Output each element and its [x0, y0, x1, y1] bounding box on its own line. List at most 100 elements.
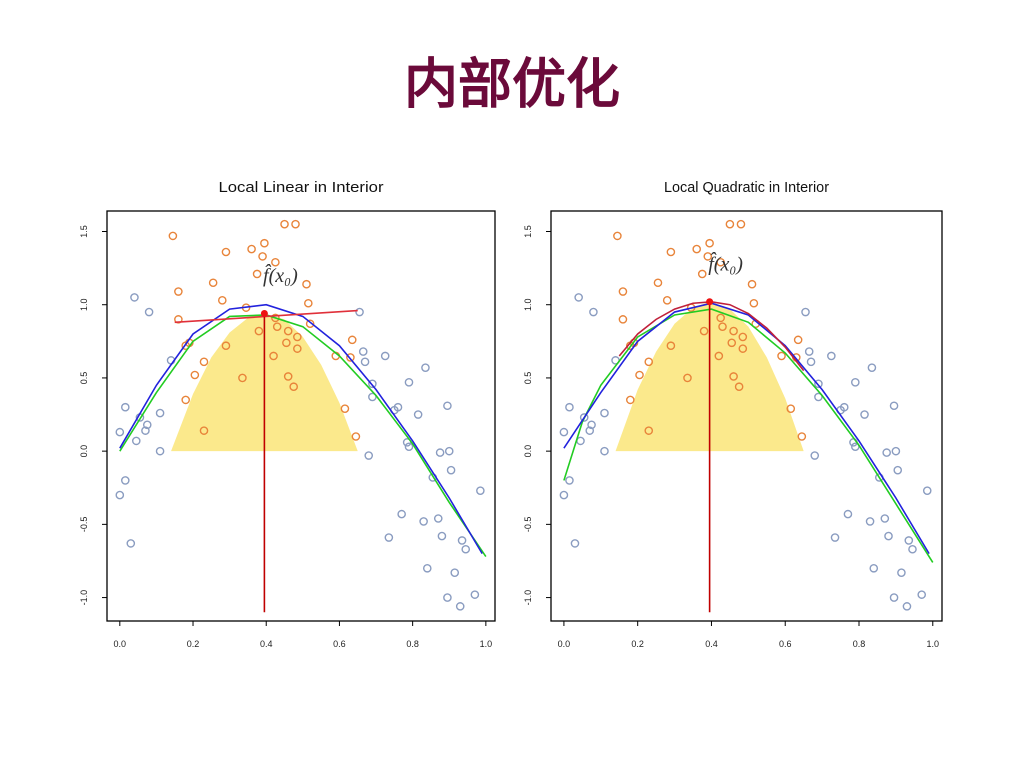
- data-point: [884, 531, 893, 541]
- data-point: [734, 382, 744, 392]
- data-point: [880, 514, 890, 523]
- data-point: [258, 252, 267, 261]
- data-point: [199, 426, 209, 435]
- data-point: [347, 335, 357, 345]
- y-tick-label: 0.0: [79, 445, 89, 458]
- data-point: [302, 279, 311, 289]
- x-tick-label: 0.6: [779, 639, 792, 649]
- data-point: [115, 490, 125, 500]
- x-tick-label: 0.0: [558, 639, 571, 649]
- data-point: [141, 426, 150, 435]
- data-point: [446, 465, 456, 475]
- data-point: [922, 486, 932, 495]
- data-point: [692, 244, 702, 254]
- data-point: [810, 451, 820, 460]
- plot-area: [559, 219, 934, 613]
- data-point: [404, 378, 414, 387]
- data-point: [252, 269, 262, 279]
- data-point: [218, 296, 227, 305]
- data-point: [793, 335, 803, 345]
- data-point: [851, 378, 860, 387]
- x-tick-label: 0.4: [705, 639, 718, 649]
- x-tick-label: 1.0: [927, 639, 940, 649]
- data-point: [727, 338, 737, 348]
- curve: [563, 308, 934, 563]
- data-point: [421, 363, 430, 372]
- data-point: [902, 602, 912, 611]
- data-point: [340, 404, 350, 413]
- data-point: [271, 313, 280, 323]
- data-point: [368, 379, 377, 389]
- y-tick-label: -0.5: [523, 517, 533, 533]
- data-point: [131, 436, 141, 446]
- data-point: [565, 402, 574, 412]
- data-point: [283, 326, 293, 336]
- data-point: [444, 446, 454, 456]
- y-tick-label: -1.0: [79, 590, 89, 606]
- data-point: [305, 319, 315, 329]
- data-point: [289, 382, 298, 392]
- data-point: [797, 432, 807, 441]
- y-tick-label: 0.5: [523, 372, 533, 385]
- data-point: [304, 298, 313, 308]
- data-point: [461, 544, 471, 554]
- data-point: [570, 539, 580, 548]
- data-point: [351, 432, 361, 441]
- data-point: [747, 279, 757, 289]
- data-point: [247, 244, 256, 254]
- y-tick-label: 1.5: [523, 225, 533, 238]
- data-point: [814, 379, 823, 389]
- data-point: [282, 338, 291, 348]
- data-point: [666, 247, 676, 257]
- x-tick-label: 0.6: [333, 639, 346, 649]
- data-point: [355, 307, 364, 317]
- data-point: [725, 219, 735, 229]
- data-point: [908, 544, 917, 554]
- data-point: [703, 252, 713, 261]
- data-point: [272, 322, 282, 331]
- y-tick-label: 1.0: [79, 298, 89, 311]
- data-point: [587, 420, 596, 430]
- data-point: [437, 531, 447, 541]
- data-point: [435, 448, 445, 457]
- data-point: [600, 408, 609, 418]
- data-point: [358, 347, 368, 356]
- data-point: [869, 563, 879, 573]
- data-point: [891, 446, 901, 456]
- data-point: [254, 326, 264, 336]
- data-point: [443, 593, 452, 602]
- data-point: [618, 287, 628, 296]
- data-point: [181, 395, 190, 405]
- data-point: [384, 533, 394, 542]
- data-point: [174, 287, 183, 296]
- data-point: [565, 476, 574, 485]
- y-tick-label: -0.5: [79, 517, 89, 533]
- data-point: [413, 410, 423, 419]
- x-tick-label: 0.2: [631, 639, 644, 649]
- data-point: [699, 326, 709, 336]
- curve: [119, 314, 487, 558]
- data-point: [121, 402, 130, 412]
- data-point: [269, 351, 278, 361]
- data-point: [697, 269, 707, 279]
- data-point: [574, 293, 583, 302]
- data-point: [443, 401, 452, 411]
- y-tick-label: 0.0: [523, 445, 533, 458]
- data-point: [618, 315, 628, 324]
- data-point: [904, 536, 914, 545]
- data-point: [736, 219, 746, 229]
- slide-title: 内部优化: [404, 53, 620, 116]
- data-point: [917, 590, 927, 599]
- data-point: [346, 353, 355, 362]
- data-point: [293, 332, 302, 342]
- data-point: [470, 590, 480, 599]
- data-point: [585, 426, 595, 435]
- data-point: [666, 341, 676, 351]
- plot-frame: [106, 210, 496, 622]
- data-point: [705, 238, 714, 248]
- plot-area: [115, 219, 487, 613]
- data-point: [882, 448, 891, 457]
- x-tick-label: 0.0: [114, 639, 127, 649]
- annotation: f̂(x₀): [263, 263, 298, 287]
- estimate-point: [706, 298, 714, 306]
